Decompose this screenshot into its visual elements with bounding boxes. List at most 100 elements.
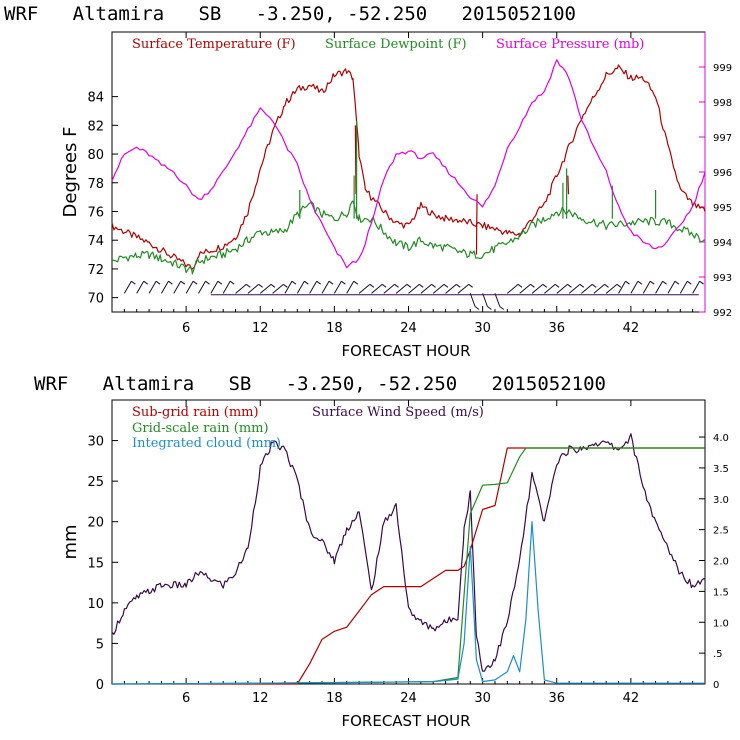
panel-1-ylabel: Degrees F [60, 127, 81, 218]
wind-barb [469, 293, 476, 307]
wind-barb [519, 283, 531, 294]
wind-barb-flag [591, 283, 597, 288]
panel-2-xlabel: FORECAST HOUR [341, 712, 470, 730]
wind-barb-flag [353, 280, 359, 285]
wind-barb-flag [554, 283, 560, 288]
wind-barb-flag [468, 283, 473, 288]
y2-tick-label: 1.0 [713, 618, 729, 629]
wind-barb-flag [291, 280, 297, 285]
x-tick-label: 6 [182, 321, 190, 336]
legend-surface-dewpoint: Surface Dewpoint (F) [325, 37, 467, 52]
wind-barb-flag [192, 280, 198, 285]
wind-barb [210, 280, 219, 294]
y-tick-label: 76 [87, 205, 104, 220]
wind-barb [630, 280, 639, 294]
wind-barb [321, 280, 330, 294]
legend-grid-scale-rain: Grid-scale rain (mm) [132, 421, 269, 436]
wind-barb [259, 283, 272, 294]
wind-barb [333, 280, 342, 294]
wind-barb [482, 293, 488, 307]
panel-1-legend: Surface Temperature (F) Surface Dewpoint… [132, 37, 644, 52]
wind-barb-flag [637, 280, 643, 285]
wind-barb-flag [381, 283, 387, 288]
legend-surface-temperature: Surface Temperature (F) [132, 37, 296, 52]
wind-barb [123, 280, 132, 294]
wind-barb-flag [258, 283, 263, 288]
y2-tick-label: 995 [713, 203, 732, 214]
wind-barb [185, 280, 194, 294]
wind-barb [445, 283, 457, 294]
wind-barb-flag [217, 280, 223, 285]
wind-barb-flag [205, 280, 210, 285]
wind-barb-flag [229, 280, 235, 285]
x-tick-label: 42 [623, 321, 640, 336]
wind-barb [507, 283, 519, 294]
wind-barb [679, 280, 688, 294]
y-tick-label: 84 [87, 91, 104, 106]
x-tick-label: 36 [548, 691, 565, 706]
panel-1-temperature: WRF Altamira SB -3.250, -52.250 20150521… [4, 3, 732, 360]
wind-barb-flag [649, 280, 655, 285]
wind-barb [692, 280, 701, 294]
wind-barb-flag [517, 283, 523, 288]
wind-barb [556, 283, 568, 294]
wind-barb [544, 283, 556, 294]
wind-barb [235, 283, 247, 294]
wind-barb [309, 280, 318, 294]
wind-barb-flag [474, 306, 480, 310]
y-tick-label: 78 [87, 177, 104, 192]
y2-tick-label: 998 [713, 98, 732, 109]
wind-barb [568, 283, 581, 294]
wind-barb [655, 280, 664, 294]
wind-barb-flag [316, 280, 321, 285]
y2-tick-label: 999 [713, 63, 732, 74]
y2-tick-label: 3.0 [713, 495, 729, 506]
wind-barb-flag [499, 306, 505, 310]
wind-barb-flag [455, 283, 461, 288]
wind-barb [173, 280, 182, 294]
wind-barb-flag [431, 283, 436, 288]
wind-barb-flag [155, 280, 161, 285]
y2-tick-label: 2.5 [713, 526, 729, 537]
wind-barb-flag [567, 283, 572, 288]
wind-barb [581, 283, 593, 294]
wind-barb [408, 283, 420, 294]
wind-barb-flag [662, 280, 667, 285]
wind-barb [198, 280, 206, 294]
x-tick-label: 18 [326, 691, 343, 706]
wind-barb-flag [304, 280, 309, 285]
wind-barb-flag [604, 283, 609, 288]
x-tick-label: 36 [548, 321, 565, 336]
wind-barb-flag [616, 283, 622, 288]
panel-1-title: WRF Altamira SB -3.250, -52.250 20150521… [4, 3, 576, 25]
x-tick-label: 12 [252, 321, 269, 336]
wind-barb-flag [180, 280, 186, 285]
y-tick-label: 15 [87, 556, 104, 571]
x-tick-label: 18 [326, 321, 343, 336]
panel-2-y-ticks: 0 5 10 15 20 25 30 [87, 435, 118, 693]
wind-barb-flag [686, 280, 692, 285]
wind-barb [284, 280, 293, 294]
legend-subgrid-rain: Sub-grid rain (mm) [132, 405, 259, 420]
wind-barb [148, 280, 157, 294]
wind-barb-flag [168, 280, 173, 285]
x-tick-label: 30 [474, 321, 491, 336]
panel-2-ylabel: mm [60, 524, 81, 559]
y-tick-label: 80 [87, 148, 104, 163]
y-tick-label: 20 [87, 516, 104, 531]
wind-barb-flag [674, 280, 680, 285]
y-tick-label: 5 [96, 637, 104, 652]
wind-barb [296, 280, 305, 294]
wind-barb-flag [394, 283, 399, 288]
panel-1-y-ticks: 70 72 74 76 78 80 82 84 [87, 91, 118, 307]
wind-barb [531, 283, 544, 294]
y2-tick-label: 994 [713, 238, 732, 249]
y-tick-label: 82 [87, 119, 104, 134]
wind-barb [642, 280, 651, 294]
wind-barb [667, 280, 676, 294]
y-tick-label: 10 [87, 597, 104, 612]
wind-barb-flag [143, 280, 149, 285]
y2-tick-label: 1.5 [713, 587, 729, 598]
